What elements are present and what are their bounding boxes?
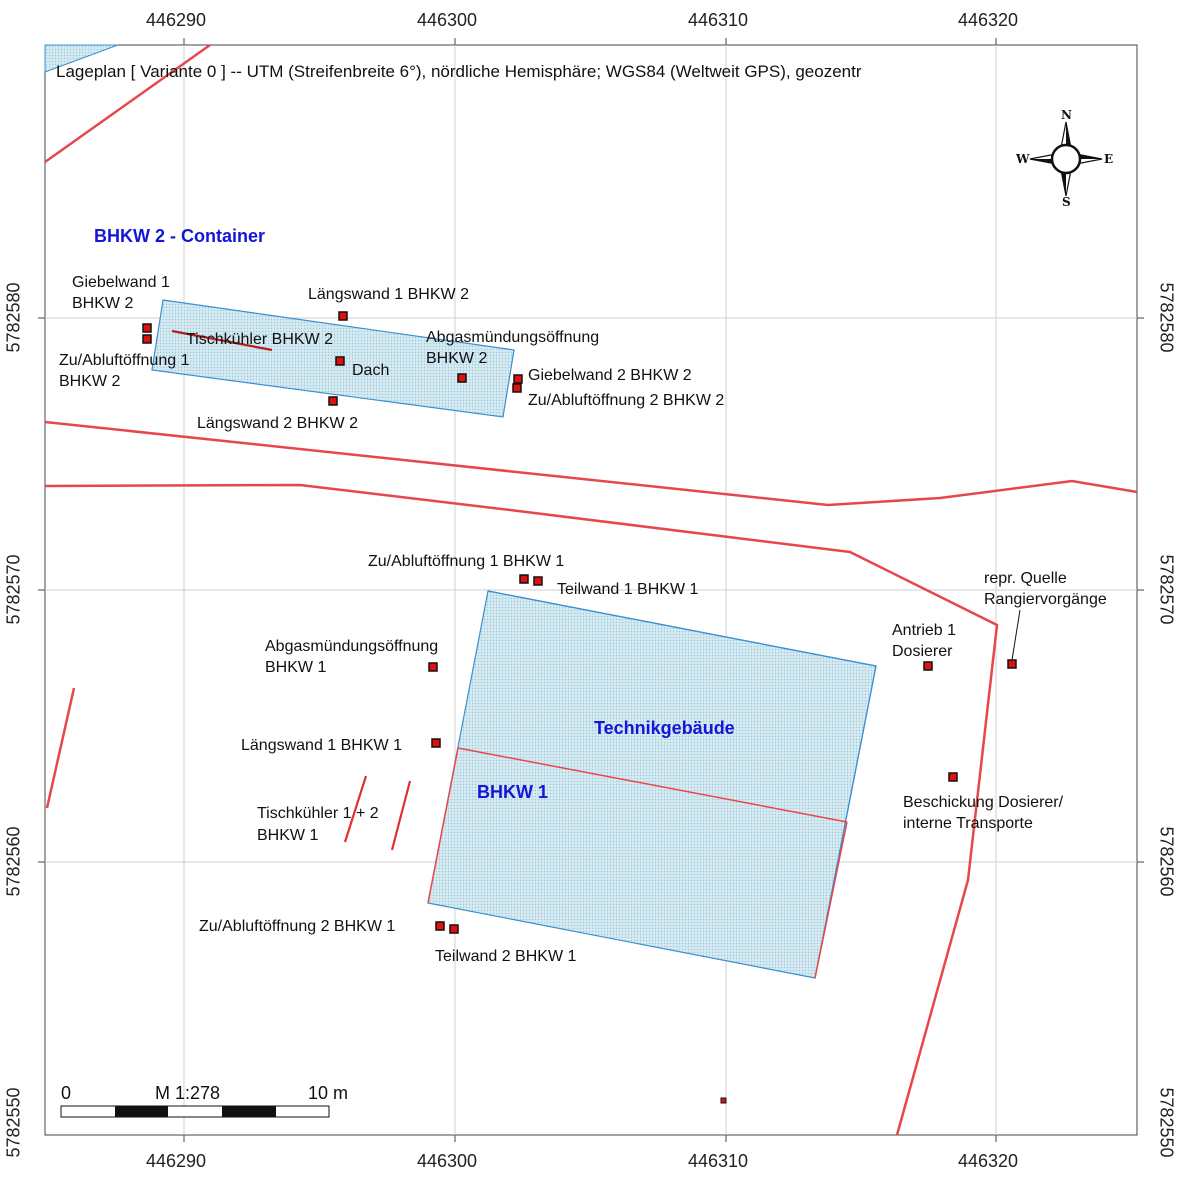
label-antrieb1-line1: Antrieb 1 (892, 622, 957, 639)
label-dach: Dach (352, 362, 390, 379)
label-zuabluft1-bhkw2-line1: Zu/Abluftöffnung 1 (59, 352, 190, 369)
source-teilwand1-bhkw1[interactable] (533, 576, 543, 586)
tischkuehler1-line[interactable] (343, 775, 368, 843)
bhkw1-west-edge (427, 747, 459, 904)
label-beschickung-line1: Beschickung Dosierer/ (903, 794, 1064, 811)
corner-building-fragment[interactable] (44, 44, 119, 73)
source-beschickung[interactable] (948, 772, 958, 782)
label-tischkuehler12-line2: BHKW 1 (257, 827, 319, 844)
label-technikgebaeude: Technikgebäude (594, 718, 735, 738)
bhkw1-east-edge (814, 821, 848, 979)
road-north (44, 420, 1138, 507)
source-laengswand2-bhkw2[interactable] (328, 396, 338, 406)
bhkw2-container-building[interactable] (151, 299, 515, 418)
label-abgas-bhkw1-line1: Abgasmündungsöffnung (265, 638, 439, 655)
x-tick-bottom-3: 446310 (688, 1151, 749, 1171)
label-repr-quelle-line2: Rangiervorgänge (984, 591, 1107, 608)
label-giebelwand2-bhkw2: Giebelwand 2 BHKW 2 (528, 367, 692, 384)
label-zuabluft1-bhkw1: Zu/Abluftöffnung 1 BHKW 1 (368, 553, 565, 570)
y-tick-right-4: 5782550 (1156, 1087, 1177, 1158)
label-antrieb1-line2: Dosierer (892, 643, 953, 660)
source-abgas-bhkw1[interactable] (428, 662, 438, 672)
technikgebaeude-outline (487, 590, 877, 979)
x-tick-top-3: 446310 (688, 10, 749, 30)
point-sources (142, 311, 1017, 1104)
axis-ticks (38, 38, 1144, 1142)
label-zuabluft2-bhkw2: Zu/Abluftöffnung 2 BHKW 2 (528, 392, 725, 409)
label-laengswand1-bhkw2: Längswand 1 BHKW 2 (308, 286, 469, 303)
road-nw (44, 43, 211, 164)
label-teilwand2-bhkw1: Teilwand 2 BHKW 1 (435, 948, 577, 965)
label-tischkuehler-bhkw2: Tischkühler BHKW 2 (186, 331, 333, 348)
scale-zero: 0 (61, 1083, 72, 1103)
label-abgas-bhkw1-line2: BHKW 1 (265, 659, 327, 676)
x-tick-top-2: 446300 (417, 10, 478, 30)
label-giebelwand1-bhkw2-line1: Giebelwand 1 (72, 274, 170, 291)
source-zuabluft1-bhkw2[interactable] (142, 334, 152, 344)
source-abgas-bhkw2[interactable] (457, 373, 467, 383)
y-tick-left-4: 5782550 (3, 1087, 24, 1158)
bhkw1-divider (457, 747, 848, 823)
source-laengswand1-bhkw1[interactable] (431, 738, 441, 748)
label-bhkw1: BHKW 1 (477, 782, 548, 802)
source-small-point[interactable] (720, 1097, 727, 1104)
boundary-west (45, 687, 76, 809)
compass-rose-icon (1029, 121, 1103, 197)
label-zuabluft2-bhkw1: Zu/Abluftöffnung 2 BHKW 1 (199, 918, 396, 935)
x-tick-top-4: 446320 (958, 10, 1019, 30)
compass-e: E (1104, 152, 1114, 166)
road-lines (44, 43, 1138, 1136)
repr-quelle-leader (1011, 609, 1021, 661)
source-giebelwand1-bhkw2[interactable] (142, 323, 152, 333)
y-tick-right-3: 5782560 (1156, 826, 1177, 897)
compass-w: W (1016, 152, 1030, 166)
label-laengswand2-bhkw2: Längswand 2 BHKW 2 (197, 415, 358, 432)
scale-length: 10 m (308, 1083, 349, 1103)
scale-ratio: M 1:278 (155, 1083, 221, 1103)
label-giebelwand1-bhkw2-line2: BHKW 2 (72, 295, 134, 312)
source-teilwand2-bhkw1[interactable] (449, 924, 459, 934)
source-dach[interactable] (335, 356, 345, 366)
source-antrieb1-dosierer[interactable] (923, 661, 933, 671)
source-zuabluft1-bhkw1[interactable] (519, 574, 529, 584)
source-zuabluft2-bhkw1[interactable] (435, 921, 445, 931)
label-tischkuehler12-line1: Tischkühler 1 + 2 (257, 805, 379, 822)
source-laengswand1-bhkw2[interactable] (338, 311, 348, 321)
source-giebelwand2-bhkw2[interactable] (513, 374, 523, 384)
label-teilwand1-bhkw1: Teilwand 1 BHKW 1 (557, 581, 699, 598)
label-beschickung-line2: interne Transporte (903, 815, 1033, 832)
label-repr-quelle-line1: repr. Quelle (984, 570, 1067, 587)
tischkuehler2-line[interactable] (390, 780, 412, 851)
label-abgas-bhkw2-line2: BHKW 2 (426, 350, 488, 367)
label-laengswand1-bhkw1: Längswand 1 BHKW 1 (241, 737, 402, 754)
y-tick-left-1: 5782580 (3, 282, 24, 353)
tischkuehler-bhkw2-line[interactable] (171, 329, 273, 352)
y-tick-left-2: 5782570 (3, 554, 24, 625)
source-repr-quelle[interactable] (1007, 659, 1017, 669)
x-tick-bottom-4: 446320 (958, 1151, 1019, 1171)
compass-n: N (1061, 108, 1072, 122)
source-zuabluft2-bhkw2[interactable] (512, 383, 522, 393)
label-bhkw2-container: BHKW 2 - Container (94, 226, 265, 246)
y-tick-right-2: 5782570 (1156, 554, 1177, 625)
x-tick-bottom-2: 446300 (417, 1151, 478, 1171)
x-tick-bottom-1: 446290 (146, 1151, 207, 1171)
y-tick-right-1: 5782580 (1156, 282, 1177, 353)
y-tick-left-3: 5782560 (3, 826, 24, 897)
road-south (44, 483, 999, 1136)
label-abgas-bhkw2-line1: Abgasmündungsöffnung (426, 329, 600, 346)
label-zuabluft1-bhkw2-line2: BHKW 2 (59, 373, 121, 390)
compass-s: S (1062, 195, 1071, 209)
x-tick-top-1: 446290 (146, 10, 207, 30)
scale-bar (60, 1105, 330, 1118)
map-title: Lageplan [ Variante 0 ] -- UTM (Streifen… (56, 62, 862, 81)
